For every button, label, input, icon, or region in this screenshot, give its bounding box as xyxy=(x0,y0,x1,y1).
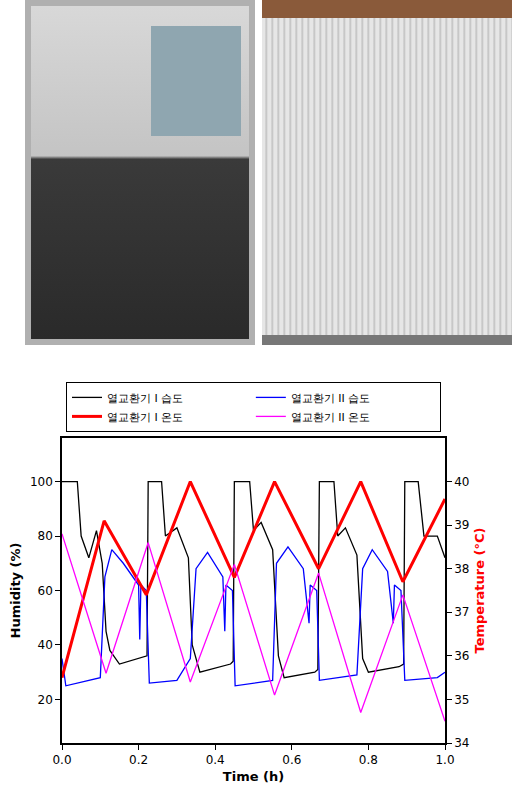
svg-text:Humidity (%): Humidity (%) xyxy=(8,542,23,638)
svg-text:36: 36 xyxy=(454,649,469,663)
svg-text:34: 34 xyxy=(454,736,469,750)
svg-text:35: 35 xyxy=(454,693,469,707)
svg-text:0.6: 0.6 xyxy=(282,753,301,767)
svg-text:37: 37 xyxy=(454,605,469,619)
svg-text:38: 38 xyxy=(454,562,469,576)
svg-text:열교환기 II 습도: 열교환기 II 습도 xyxy=(291,392,370,405)
svg-text:20: 20 xyxy=(38,693,53,707)
svg-text:열교환기 I 습도: 열교환기 I 습도 xyxy=(107,392,183,405)
svg-text:Time (h): Time (h) xyxy=(223,769,284,784)
svg-text:60: 60 xyxy=(38,584,53,598)
svg-text:1.0: 1.0 xyxy=(435,753,454,767)
svg-text:열교환기 II 온도: 열교환기 II 온도 xyxy=(291,411,370,424)
svg-text:40: 40 xyxy=(38,638,53,652)
svg-text:39: 39 xyxy=(454,518,469,532)
svg-text:80: 80 xyxy=(38,529,53,543)
svg-text:0.0: 0.0 xyxy=(52,753,71,767)
svg-text:40: 40 xyxy=(454,475,469,489)
svg-text:열교환기 I 온도: 열교환기 I 온도 xyxy=(107,411,183,424)
svg-text:100: 100 xyxy=(30,475,53,489)
svg-text:0.8: 0.8 xyxy=(359,753,378,767)
svg-text:0.2: 0.2 xyxy=(129,753,148,767)
svg-text:Temperature (°C): Temperature (°C) xyxy=(472,528,487,654)
svg-text:0.4: 0.4 xyxy=(206,753,225,767)
